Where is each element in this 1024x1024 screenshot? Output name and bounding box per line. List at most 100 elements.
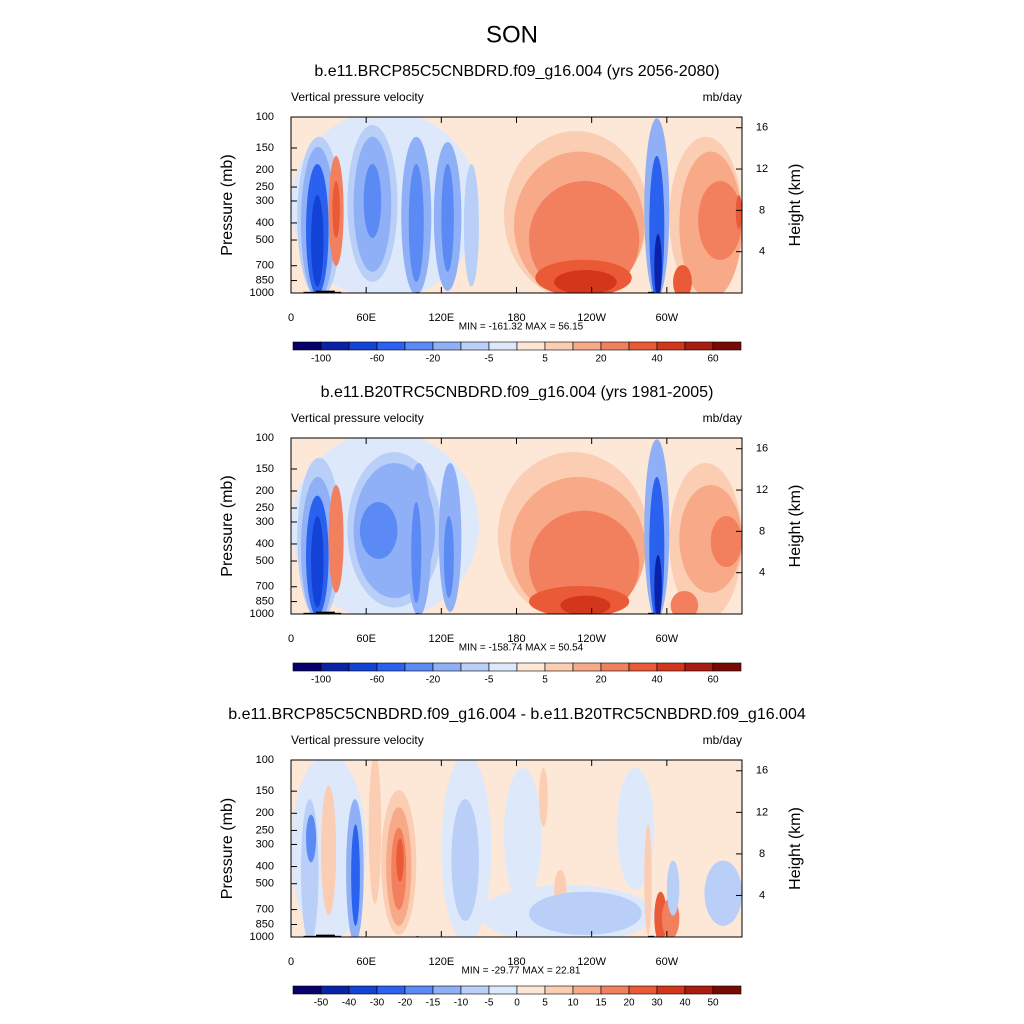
y2-tick-label: 4 bbox=[759, 567, 765, 579]
x-tick-label: 120E bbox=[428, 956, 454, 968]
y-tick-label: 150 bbox=[256, 463, 274, 475]
y-tick-label: 700 bbox=[256, 903, 274, 915]
colorbar-label: 15 bbox=[595, 998, 607, 1009]
y-tick-label: 300 bbox=[256, 838, 274, 850]
x-tick-label: 180 bbox=[507, 312, 525, 324]
colorbar-box bbox=[684, 341, 714, 351]
y-tick-label: 250 bbox=[256, 502, 274, 514]
y-tick-label: 850 bbox=[256, 918, 274, 930]
colorbar-box bbox=[348, 341, 378, 351]
y2-tick-label: 4 bbox=[759, 889, 765, 901]
colorbar-box bbox=[348, 662, 378, 672]
contour-region bbox=[666, 860, 680, 916]
colorbar-label: -30 bbox=[370, 998, 385, 1009]
colorbar-box bbox=[712, 985, 742, 995]
colorbar-label: 5 bbox=[542, 675, 548, 686]
colorbar-box bbox=[376, 662, 406, 672]
colorbar-box bbox=[460, 985, 490, 995]
colorbar-box bbox=[488, 341, 518, 351]
colorbar-box bbox=[656, 662, 686, 672]
y2-tick-label: 12 bbox=[756, 163, 768, 175]
colorbar-label: 50 bbox=[707, 998, 719, 1009]
colorbar-label: -5 bbox=[485, 675, 494, 686]
contour-region bbox=[396, 838, 404, 882]
x-tick-label: 60W bbox=[656, 312, 679, 324]
topography bbox=[648, 612, 655, 614]
colorbar-box bbox=[572, 662, 602, 672]
colorbar-box bbox=[544, 341, 574, 351]
contour-region bbox=[673, 265, 692, 293]
topography bbox=[316, 934, 335, 937]
colorbar-label: 5 bbox=[542, 998, 548, 1009]
contour-region bbox=[539, 768, 548, 827]
colorbar-box bbox=[320, 985, 350, 995]
colorbar-label: -20 bbox=[398, 998, 413, 1009]
y-tick-label: 1000 bbox=[250, 287, 274, 299]
y-tick-label: 400 bbox=[256, 860, 274, 872]
contour-region bbox=[408, 163, 424, 282]
contour-field bbox=[291, 760, 742, 937]
colorbar-box bbox=[348, 985, 378, 995]
contour-region bbox=[451, 799, 479, 921]
left-label: Vertical pressure velocity bbox=[291, 411, 424, 425]
x-tick-label: 120W bbox=[577, 312, 606, 324]
y-tick-label: 1000 bbox=[250, 608, 274, 620]
colorbar-box bbox=[628, 341, 658, 351]
contour-region bbox=[698, 181, 742, 260]
topography bbox=[316, 290, 335, 293]
x-tick-label: 120W bbox=[577, 633, 606, 645]
colorbar-box bbox=[376, 341, 406, 351]
y-tick-label: 850 bbox=[256, 595, 274, 607]
y-tick-label: 250 bbox=[256, 824, 274, 836]
x-tick-label: 60E bbox=[356, 312, 376, 324]
contour-region bbox=[328, 484, 344, 593]
y-tick-label: 250 bbox=[256, 181, 274, 193]
colorbar-label: -10 bbox=[454, 998, 469, 1009]
x-tick-label: 60E bbox=[356, 956, 376, 968]
colorbar-box bbox=[460, 341, 490, 351]
y2-axis-label: Height (km) bbox=[787, 164, 804, 247]
colorbar-box bbox=[460, 662, 490, 672]
colorbar-label: -15 bbox=[426, 998, 441, 1009]
colorbar-label: 60 bbox=[707, 354, 719, 365]
x-tick-label: 60W bbox=[656, 633, 679, 645]
y2-tick-label: 12 bbox=[756, 484, 768, 496]
right-label: mb/day bbox=[703, 90, 742, 104]
colorbar-label: -5 bbox=[485, 354, 494, 365]
colorbar-box bbox=[712, 341, 742, 351]
colorbar-box bbox=[488, 985, 518, 995]
contour-region bbox=[332, 181, 340, 238]
y-tick-label: 850 bbox=[256, 274, 274, 286]
colorbar-box bbox=[404, 662, 434, 672]
y-tick-label: 100 bbox=[256, 432, 274, 444]
y2-tick-label: 8 bbox=[759, 204, 765, 216]
colorbar-box bbox=[432, 985, 462, 995]
colorbar-box bbox=[572, 341, 602, 351]
contour-region bbox=[644, 824, 652, 935]
right-label: mb/day bbox=[703, 411, 742, 425]
colorbar-box bbox=[516, 985, 546, 995]
figure-title: SON bbox=[486, 21, 538, 48]
topography bbox=[316, 611, 335, 614]
colorbar-label: 20 bbox=[595, 675, 607, 686]
x-tick-label: 120E bbox=[428, 312, 454, 324]
colorbar-label: 40 bbox=[651, 354, 663, 365]
x-tick-label: 0 bbox=[288, 633, 294, 645]
colorbar-box bbox=[320, 341, 350, 351]
y-tick-label: 200 bbox=[256, 164, 274, 176]
contour-region bbox=[554, 269, 617, 293]
colorbar-box bbox=[572, 985, 602, 995]
contour-region bbox=[529, 891, 642, 935]
colorbar-box bbox=[516, 662, 546, 672]
colorbar-box bbox=[628, 985, 658, 995]
right-label: mb/day bbox=[703, 733, 742, 747]
contour-region bbox=[710, 515, 742, 568]
colorbar-box bbox=[404, 985, 434, 995]
colorbar-label: -20 bbox=[426, 675, 441, 686]
colorbar-box bbox=[544, 985, 574, 995]
y-tick-label: 150 bbox=[256, 142, 274, 154]
colorbar-label: -5 bbox=[485, 998, 494, 1009]
y2-tick-label: 16 bbox=[756, 122, 768, 134]
topography bbox=[648, 935, 655, 937]
